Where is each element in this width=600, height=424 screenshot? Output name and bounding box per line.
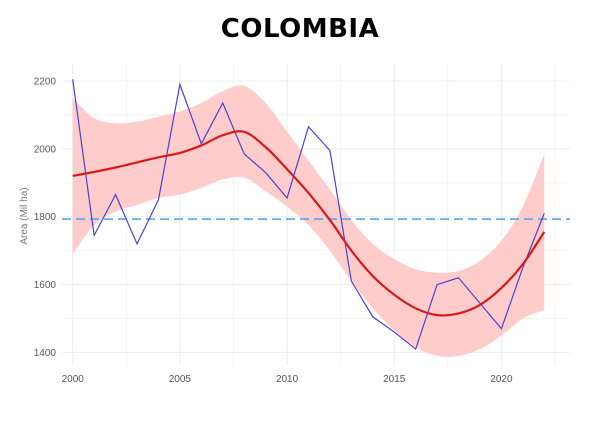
trend-line (72, 130, 546, 317)
band-area (72, 85, 545, 357)
y-tick-label: 1400 (34, 348, 57, 359)
x-tick-label: 2015 (383, 374, 406, 385)
chart-title: COLOMBIA (220, 14, 380, 44)
y-axis-ticks: 1400 1600 1800 2000 2200 (34, 76, 57, 358)
x-tick-label: 2005 (169, 374, 192, 385)
observed-series (72, 79, 545, 351)
y-tick-label: 1800 (34, 212, 57, 223)
confidence-band (72, 85, 545, 357)
y-tick-label: 1600 (34, 280, 57, 291)
trend-series (72, 130, 546, 317)
x-tick-label: 2000 (62, 374, 85, 385)
x-tick-label: 2010 (276, 374, 299, 385)
x-axis-ticks: 2000 2005 2010 2015 2020 (62, 374, 513, 385)
y-axis-label: Area (Mil ha) (19, 187, 30, 244)
x-tick-label: 2020 (490, 374, 513, 385)
y-tick-label: 2200 (34, 76, 57, 87)
y-tick-label: 2000 (34, 144, 57, 155)
